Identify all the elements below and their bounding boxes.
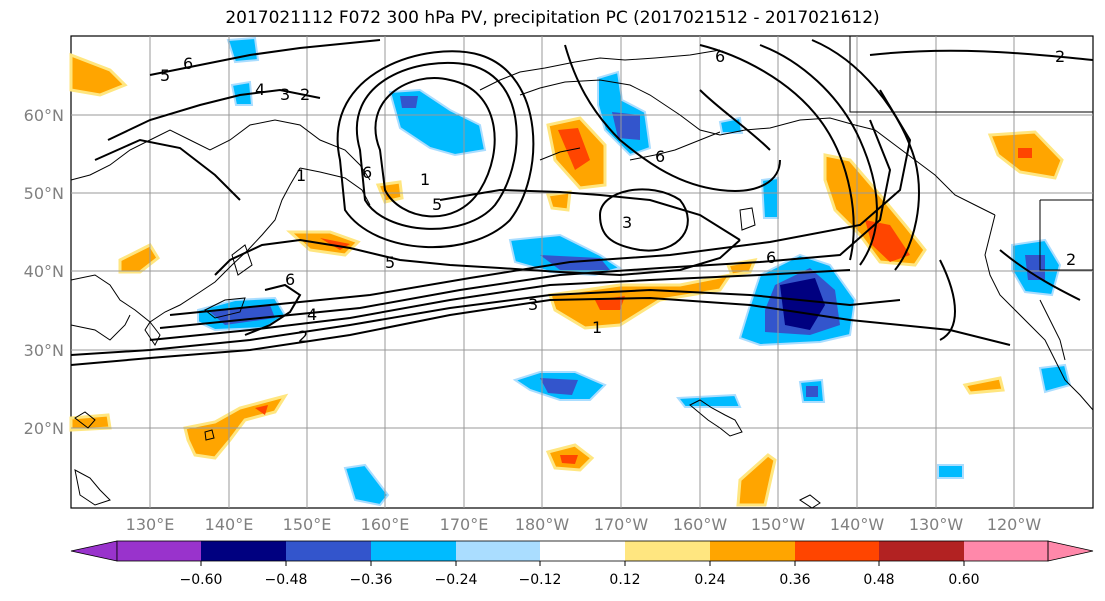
contour-label: 3 — [622, 213, 632, 232]
lat-label: 30°N — [24, 341, 64, 360]
lon-label: 120°W — [987, 515, 1042, 534]
lat-label: 40°N — [24, 262, 64, 281]
pv-contours — [70, 39, 1094, 366]
lat-label: 60°N — [24, 106, 64, 125]
map-title: 2017021112 F072 300 hPa PV, precipitatio… — [225, 8, 880, 28]
colorbar-tick-label: 0.24 — [694, 572, 725, 588]
contour-label: 1 — [420, 170, 430, 189]
lon-label: 140°W — [830, 515, 885, 534]
contour-label: 6 — [183, 54, 193, 73]
contour-label: 5 — [432, 195, 442, 214]
contour-label: 6 — [766, 248, 776, 267]
lat-label: 50°N — [24, 184, 64, 203]
colorbar-segment — [795, 541, 879, 561]
colorbar-segment — [117, 541, 201, 561]
colorbar-segment — [456, 541, 540, 561]
colorbar-segment — [879, 541, 964, 561]
lon-label: 150°E — [283, 515, 332, 534]
contour-label: 2 — [1055, 47, 1065, 66]
contour-label: 6 — [362, 163, 372, 182]
contour-label: 4 — [255, 80, 265, 99]
lon-label: 180°W — [515, 515, 570, 534]
contour-label: 4 — [307, 305, 317, 324]
colorbar-segment — [540, 541, 625, 561]
contour-label: 2 — [298, 327, 308, 346]
contour-label: 6 — [285, 270, 295, 289]
lon-label: 170°W — [594, 515, 649, 534]
colorbar-tick-label: 0.36 — [779, 572, 810, 588]
colorbar-tick-label: −0.36 — [350, 572, 393, 588]
colorbar-segment — [201, 541, 286, 561]
lon-label: 150°W — [751, 515, 806, 534]
contour-label: 3 — [528, 295, 538, 314]
contour-label: 1 — [296, 166, 306, 185]
contour-label: 6 — [655, 147, 665, 166]
colorbar-segment — [371, 541, 456, 561]
contour-label: 6 — [715, 47, 725, 66]
colorbar-extend-low — [70, 540, 118, 562]
colorbar-tick-label: −0.12 — [519, 572, 562, 588]
lon-label: 140°E — [205, 515, 254, 534]
colorbar-segment — [625, 541, 710, 561]
contour-label: 1 — [592, 318, 602, 337]
colorbar: −0.60 −0.48 −0.36 −0.24 −0.12 0.12 0.24 … — [70, 540, 1094, 588]
colorbar-tick-label: −0.60 — [180, 572, 223, 588]
contour-label: 3 — [280, 85, 290, 104]
contour-label: 2 — [300, 85, 310, 104]
lon-label: 160°W — [673, 515, 728, 534]
contour-label: 5 — [160, 66, 170, 85]
colorbar-tick-label: −0.24 — [435, 572, 478, 588]
colorbar-segment — [286, 541, 371, 561]
colorbar-extend-high — [1047, 540, 1094, 562]
lon-label: 130°W — [909, 515, 964, 534]
lon-label: 160°E — [361, 515, 410, 534]
colorbar-segment — [964, 541, 1048, 561]
lon-label: 170°E — [440, 515, 489, 534]
colorbar-tick-label: 0.12 — [609, 572, 640, 588]
lat-label: 20°N — [24, 419, 64, 438]
contour-label: 2 — [1066, 250, 1076, 269]
colorbar-tick-label: 0.60 — [948, 572, 979, 588]
lon-label: 130°E — [126, 515, 175, 534]
longitude-labels: 130°E 140°E 150°E 160°E 170°E 180°W 170°… — [126, 515, 1042, 534]
latitude-labels: 60°N 50°N 40°N 30°N 20°N — [24, 106, 64, 438]
contour-label: 5 — [385, 253, 395, 272]
colorbar-segment — [710, 541, 795, 561]
colorbar-tick-label: 0.48 — [863, 572, 894, 588]
contour-labels: 5 6 4 3 2 1 6 1 5 5 6 4 2 3 1 3 6 6 6 2 … — [160, 47, 1076, 346]
colorbar-outline — [116, 540, 1049, 562]
colorbar-tick-label: −0.48 — [265, 572, 308, 588]
coastlines — [70, 36, 1094, 509]
